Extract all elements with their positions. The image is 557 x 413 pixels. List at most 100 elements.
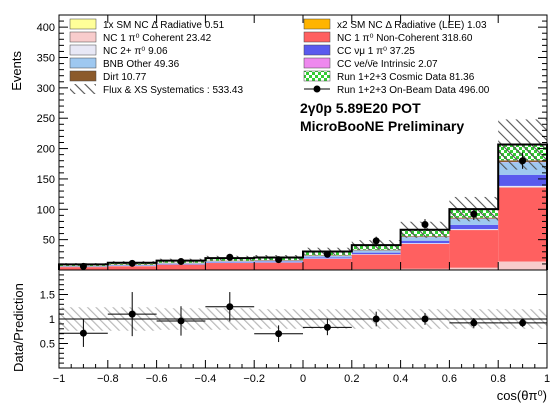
ratio-point-bin-6 — [372, 315, 380, 323]
legend-swatch-bnb_other — [69, 57, 97, 69]
legend-label-ccnumu: CC νμ 1 π⁰ 37.25 — [337, 46, 415, 57]
bar-nc_noncoherent-bin-6 — [351, 254, 401, 270]
top-ytick-label-400: 400 — [37, 22, 55, 34]
bar-nc_noncoherent-bin-8 — [449, 230, 499, 268]
ratio-point-bin-0 — [79, 329, 87, 337]
legend-swatch-ccnumu — [303, 44, 331, 56]
legend-label-data: Run 1+2+3 On-Beam Data 496.00 — [337, 85, 490, 96]
legend-swatch-dirt — [69, 70, 97, 82]
legend-swatch-cosmic — [303, 70, 331, 82]
data-point-bin-7 — [421, 220, 429, 228]
annotation-preliminary: MicroBooNE Preliminary — [300, 118, 464, 134]
xtick-label-2: −0.6 — [146, 373, 168, 385]
bar-nc_noncoherent-bin-1 — [107, 266, 157, 270]
legend-label-ccnue: CC νe/ν̄e Intrinsic 2.07 — [337, 59, 438, 70]
legend-swatch-flux — [70, 84, 96, 94]
top-ytick-label-100: 100 — [37, 204, 55, 216]
bar-nc_coherent-bin-8 — [449, 267, 499, 270]
bar-ccnumu-bin-6 — [351, 252, 401, 255]
xtick-label-5: 0 — [300, 373, 306, 385]
ratio-ytick-label-1.5: 1.5 — [40, 290, 55, 302]
ratio-point-bin-1 — [128, 310, 136, 318]
bar-nc_noncoherent-bin-4 — [254, 262, 303, 270]
legend-swatch-lee — [303, 18, 331, 30]
bar-nc_noncoherent-bin-9 — [498, 187, 547, 262]
ratio-point-bin-9 — [519, 319, 527, 327]
legend-label-dirt: Dirt 10.77 — [103, 72, 147, 83]
bar-bnb_other-bin-6 — [351, 250, 401, 253]
ratio-point-bin-3 — [226, 303, 234, 311]
top-ytick-label-50: 50 — [43, 235, 55, 247]
legend-label-bnb_other: BNB Other 49.36 — [103, 59, 180, 70]
data-point-bin-9 — [519, 157, 527, 165]
bar-ccnumu-bin-9 — [498, 174, 547, 186]
ratio-point-bin-7 — [421, 315, 429, 323]
legend-swatch-ccnue — [303, 57, 331, 69]
bar-nc_noncoherent-bin-7 — [400, 243, 450, 269]
top-ytick-label-250: 250 — [37, 113, 55, 125]
xtick-label-0: −1 — [53, 373, 66, 385]
legend-swatch-nc2pi0 — [69, 44, 97, 56]
bar-bnb_other-bin-3 — [205, 261, 255, 263]
legend-swatch-nc_coherent — [69, 31, 97, 43]
ratio-ytick-label-0.5: 0.5 — [40, 339, 55, 351]
ratio-ytick-label-1: 1 — [49, 314, 55, 326]
bar-nc_noncoherent-bin-2 — [156, 264, 206, 270]
bar-ccnumu-bin-3 — [205, 262, 255, 263]
bar-nc2pi0-bin-7 — [400, 243, 450, 244]
bar-nc2pi0-bin-9 — [498, 185, 547, 188]
legend-swatch-nc_noncoherent — [303, 31, 331, 43]
data-point-bin-5 — [323, 250, 331, 258]
legend: 1x SM NC Δ Radiative 0.51 x2 SM NC Δ Radi… — [69, 18, 490, 96]
legend-label-delta_sm: 1x SM NC Δ Radiative 0.51 — [103, 20, 225, 31]
ratio-point-bin-5 — [323, 323, 331, 331]
data-point-bin-0 — [79, 262, 87, 270]
bar-nc_noncoherent-bin-3 — [205, 263, 255, 270]
legend-swatch-delta_sm — [69, 18, 97, 30]
ratio-point-bin-4 — [275, 330, 283, 338]
legend-marker-data — [313, 85, 321, 93]
top-ytick-label-200: 200 — [37, 144, 55, 156]
legend-label-nc2pi0: NC 2+ π⁰ 9.06 — [103, 46, 168, 57]
legend-label-lee: x2 SM NC Δ Radiative (LEE) 1.03 — [337, 20, 487, 31]
top-ylabel: Events — [9, 51, 24, 91]
data-point-bin-6 — [372, 237, 380, 245]
legend-label-nc_noncoherent: NC 1 π⁰ Non-Coherent 318.60 — [337, 33, 473, 44]
data-point-bin-2 — [177, 258, 185, 265]
bar-nc_coherent-bin-7 — [400, 268, 450, 270]
xtick-label-3: −0.4 — [195, 373, 217, 385]
xtick-label-9: 0.8 — [491, 373, 506, 385]
ratio-ylabel: Data/Prediction — [11, 283, 26, 372]
annotation-selection: 2γ0p 5.89E20 POT — [300, 100, 421, 116]
bar-nc_coherent-bin-9 — [498, 261, 547, 270]
top-ytick-label-150: 150 — [37, 174, 55, 186]
xtick-label-6: 0.2 — [344, 373, 359, 385]
bar-ccnumu-bin-5 — [303, 257, 352, 259]
bar-nc2pi0-bin-8 — [449, 229, 499, 231]
data-point-bin-8 — [470, 210, 478, 218]
ratio-point-bin-2 — [177, 317, 185, 325]
bar-ccnumu-bin-8 — [449, 224, 499, 230]
top-ytick-label-300: 300 — [37, 83, 55, 95]
xtick-label-4: −0.2 — [243, 373, 265, 385]
xlabel: cos(θπ⁰) — [497, 388, 547, 403]
bar-bnb_other-bin-7 — [400, 237, 450, 241]
data-point-bin-3 — [226, 253, 234, 261]
bar-ccnumu-bin-7 — [400, 240, 450, 244]
xtick-label-8: 0.6 — [442, 373, 457, 385]
data-point-bin-4 — [275, 256, 283, 264]
data-point-bin-1 — [128, 259, 136, 267]
legend-label-nc_coherent: NC 1 π⁰ Coherent 23.42 — [103, 33, 212, 44]
xtick-label-7: 0.4 — [393, 373, 408, 385]
ratio-panel: 0.5 1 1.5 −1 −0.8 −0.6 −0.4 −0.2 0 0.2 0.4 0.6 0.8 1 c… — [11, 269, 550, 403]
legend-label-cosmic: Run 1+2+3 Cosmic Data 81.36 — [337, 72, 475, 83]
top-ytick-label-350: 350 — [37, 53, 55, 65]
bar-nc_noncoherent-bin-5 — [303, 258, 352, 270]
bar-bnb_other-bin-8 — [449, 218, 499, 225]
xtick-label-1: −0.8 — [97, 373, 119, 385]
top-panel: 50 100 150 200 250 300 350 400 Events 2γ0p 5.89E2… — [9, 14, 548, 271]
ratio-point-bin-8 — [470, 319, 478, 327]
legend-label-flux: Flux & XS Systematics : 533.43 — [103, 85, 243, 96]
xtick-label-10: 1 — [544, 373, 550, 385]
